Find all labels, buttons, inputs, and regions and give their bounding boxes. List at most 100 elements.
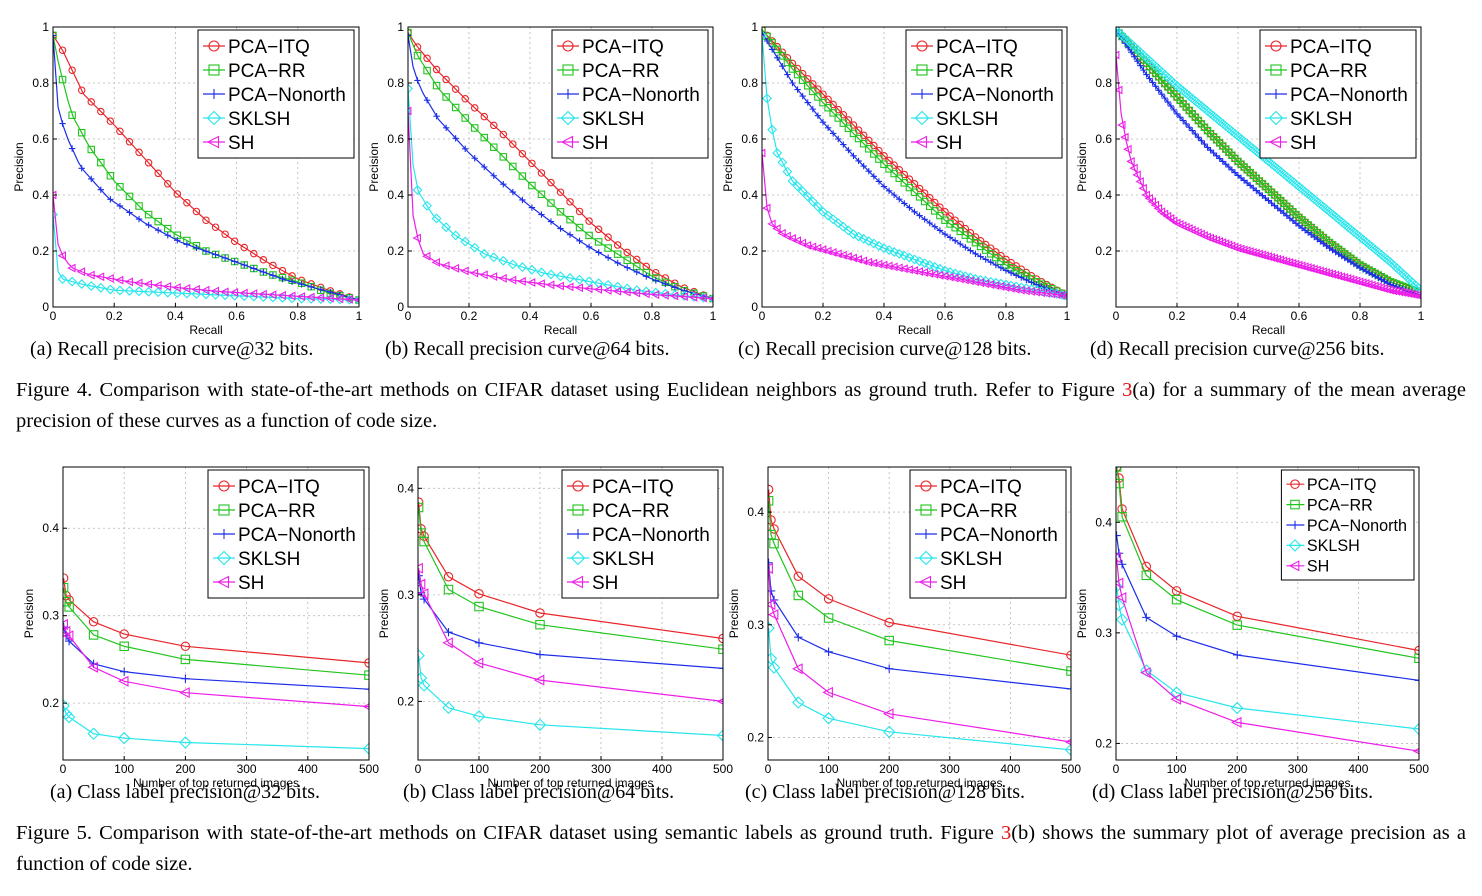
subcaption-4d: (d) Recall precision curve@256 bits. [1090, 338, 1385, 360]
data-point-nonorth [921, 216, 928, 223]
data-point-itq [528, 159, 536, 168]
data-point-sh [822, 686, 833, 698]
data-point-sklsh [76, 279, 87, 290]
data-point-sh [1266, 253, 1275, 262]
data-point-nonorth [576, 237, 583, 245]
data-point-sh [76, 267, 86, 277]
data-point-rr [1117, 512, 1127, 522]
figure5-caption-text-end: (b) shows the summary plot of average pr… [16, 822, 1466, 875]
x-tick-label: 400 [1348, 762, 1368, 776]
data-point-sklsh [919, 258, 930, 269]
data-point-itq [164, 180, 172, 188]
data-point-itq [192, 207, 201, 216]
data-point-sh [533, 674, 545, 686]
x-tick-label: 0.2 [815, 309, 832, 323]
data-point-itq [480, 112, 488, 121]
data-point-sklsh [63, 710, 76, 724]
series-itq [768, 484, 1071, 660]
data-point-sklsh [1116, 580, 1123, 593]
chart-fig4c: 0 0.2 0.4 0.6 0.8 1 0 0.2 0.4 0.6 0.8 1 Recall Precis… [721, 20, 1071, 337]
data-point-itq [116, 127, 124, 136]
data-point-nonorth [850, 152, 857, 159]
data-point-itq [585, 217, 593, 225]
data-point-sklsh [873, 240, 884, 251]
data-point-rr [793, 590, 804, 601]
y-tick-label: 0.3 [1095, 626, 1112, 640]
data-point-nonorth [1140, 66, 1147, 74]
data-point-nonorth [992, 261, 1000, 269]
data-point-nonorth [1182, 120, 1190, 128]
series-line-rr [63, 587, 369, 676]
data-point-nonorth [643, 273, 650, 280]
data-point-rr [106, 172, 115, 180]
data-point-sh [768, 562, 773, 574]
data-point-nonorth [474, 638, 484, 647]
legend-marker-itq [920, 480, 932, 492]
data-point-sh [1117, 120, 1126, 130]
data-point-sh [1318, 267, 1327, 277]
subcaption-4c: (c) Recall precision curve@128 bits. [738, 338, 1032, 360]
legend-marker-rr [920, 504, 932, 516]
data-point-itq [87, 98, 96, 106]
data-point-rr [809, 87, 817, 96]
x-tick-label: 0 [405, 309, 412, 323]
data-point-rr [890, 169, 898, 178]
series-sh [1116, 50, 1421, 300]
data-point-rr [68, 111, 76, 119]
series-sklsh [768, 621, 1071, 757]
data-point-sklsh [853, 231, 864, 242]
x-tick-label: 0.6 [228, 309, 245, 323]
legend-marker-itq [208, 40, 220, 52]
y-tick-label: 1 [751, 20, 758, 34]
data-point-rr [432, 81, 441, 90]
data-point-itq [1017, 265, 1025, 273]
data-point-rr [419, 536, 429, 547]
data-point-nonorth [1231, 169, 1239, 176]
legend-label-sh: SH [582, 133, 608, 154]
data-point-rr [823, 613, 834, 623]
data-point-sh [334, 294, 344, 304]
data-point-sklsh [86, 281, 97, 291]
series-sklsh [408, 83, 713, 304]
data-point-sklsh [460, 236, 471, 247]
chart-fig5b: 0 100 200 300 400 500 0.2 0.3 0.4 Number of top r… [377, 466, 733, 790]
data-point-sh [172, 283, 181, 293]
data-point-nonorth [174, 237, 181, 244]
x-tick-label: 400 [652, 762, 672, 776]
figure5-caption-ref-link[interactable]: 3 [1000, 822, 1012, 844]
data-point-nonorth [1128, 49, 1135, 56]
data-point-itq [432, 65, 441, 74]
data-point-nonorth [880, 183, 888, 190]
data-point-nonorth [509, 188, 517, 196]
x-tick-label: 500 [1061, 762, 1081, 776]
series-itq [53, 31, 359, 304]
chart-fig5a: 0 100 200 300 400 500 0.2 0.3 0.4 Number of top r… [22, 466, 379, 790]
data-point-sh [612, 286, 622, 296]
data-point-nonorth [860, 162, 867, 170]
data-point-nonorth [1012, 272, 1020, 279]
data-point-sklsh [945, 267, 956, 277]
data-point-sh [1132, 170, 1141, 180]
legend-marker-nonorth [1290, 520, 1300, 530]
data-point-itq [1414, 645, 1419, 656]
legend-marker-sh [216, 575, 230, 589]
data-point-nonorth [1164, 98, 1172, 106]
data-point-sh [162, 282, 172, 291]
legend-label-itq: PCA−ITQ [592, 477, 674, 498]
data-point-nonorth [88, 175, 95, 183]
legend-label-itq: PCA−ITQ [582, 37, 664, 58]
series-sh [1116, 552, 1419, 755]
data-point-sklsh [408, 83, 413, 94]
data-point-nonorth [461, 145, 469, 152]
data-point-itq [202, 216, 210, 224]
data-point-nonorth [423, 96, 431, 104]
data-point-itq [451, 85, 460, 93]
y-tick-label: 0.2 [387, 244, 404, 258]
data-point-rr [87, 145, 96, 154]
x-tick-label: 0 [765, 762, 772, 776]
data-point-sh [782, 231, 791, 241]
data-point-sklsh [114, 285, 125, 296]
figure4-caption-ref-link[interactable]: 3 [1122, 379, 1133, 401]
data-point-sh [63, 625, 71, 637]
data-point-sklsh [822, 712, 835, 725]
